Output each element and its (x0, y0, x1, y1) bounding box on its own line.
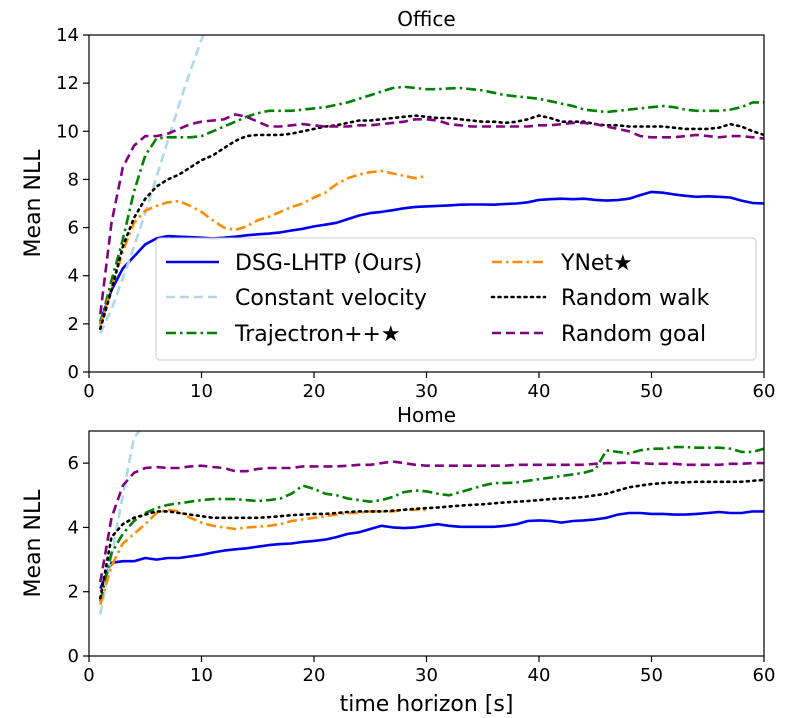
series-line-ynet (99, 169, 427, 327)
x-tick-label: 50 (640, 665, 663, 686)
y-tick-label: 6 (68, 453, 79, 474)
series-line-dsg-lhtp-ours (99, 510, 764, 590)
legend-label-random-walk: Random walk (561, 286, 710, 311)
legend-label-trajectron: Trajectron++★ (234, 322, 401, 347)
y-tick-label: 10 (56, 121, 79, 142)
series-line-random-goal (99, 460, 764, 583)
x-tick-label: 0 (83, 665, 94, 686)
x-tick-label: 10 (190, 381, 213, 402)
legend: DSG-LHTP (Ours) Constant velocity Trajectr… (155, 237, 757, 361)
y-axis-label: Mean NLL (21, 149, 46, 258)
series-group (99, 431, 764, 615)
y-tick-label: 6 (68, 218, 79, 239)
y-tick-label: 12 (56, 73, 79, 94)
series-line-constant-velocity (99, 35, 205, 335)
home-chart: 0 10 20 30 40 50 60 0 2 4 6 Home Mean NLL time horizo… (21, 403, 775, 717)
y-tick-label: 0 (68, 646, 79, 667)
x-tick-label: 40 (528, 381, 551, 402)
y-tick-label: 14 (56, 25, 79, 46)
x-tick-label: 60 (753, 381, 776, 402)
x-tick-label: 50 (640, 381, 663, 402)
legend-label-random-goal: Random goal (561, 322, 706, 347)
series-line-trajectron (99, 445, 764, 602)
y-tick-label: 0 (68, 362, 79, 383)
series-line-trajectron (99, 85, 764, 325)
x-tick-label: 30 (415, 381, 438, 402)
x-tick-label: 10 (190, 665, 213, 686)
x-tick-label: 40 (528, 665, 551, 686)
series-group (99, 35, 764, 335)
x-tick-label: 20 (303, 665, 326, 686)
legend-label-ynet: YNet★ (560, 251, 633, 276)
series-line-random-walk (99, 114, 764, 331)
x-axis-label: time horizon [s] (340, 692, 514, 717)
legend-label-dsg-lhtp-ours: DSG-LHTP (Ours) (235, 251, 422, 276)
office-chart: 0 10 20 30 40 50 60 0 2 4 6 8 10 12 14 Office Mean NLL DS… (21, 7, 775, 402)
legend-label-constant-velocity: Constant velocity (235, 286, 427, 311)
x-tick-label: 20 (303, 381, 326, 402)
x-tick-label: 0 (83, 381, 94, 402)
x-tick-label: 30 (415, 665, 438, 686)
series-line-random-walk (99, 478, 764, 600)
y-tick-label: 4 (68, 266, 79, 287)
y-tick-label: 2 (68, 582, 79, 603)
y-tick-label: 8 (68, 169, 79, 190)
series-line-ynet (99, 508, 427, 605)
y-tick-label: 4 (68, 517, 79, 538)
legend-box (155, 237, 757, 361)
y-axis-label: Mean NLL (21, 489, 46, 598)
series-line-random-goal (99, 113, 764, 315)
chart-title: Home (397, 403, 456, 427)
series-line-constant-velocity (99, 431, 142, 615)
x-tick-label: 60 (753, 665, 776, 686)
chart-title: Office (397, 7, 455, 31)
y-tick-label: 2 (68, 314, 79, 335)
